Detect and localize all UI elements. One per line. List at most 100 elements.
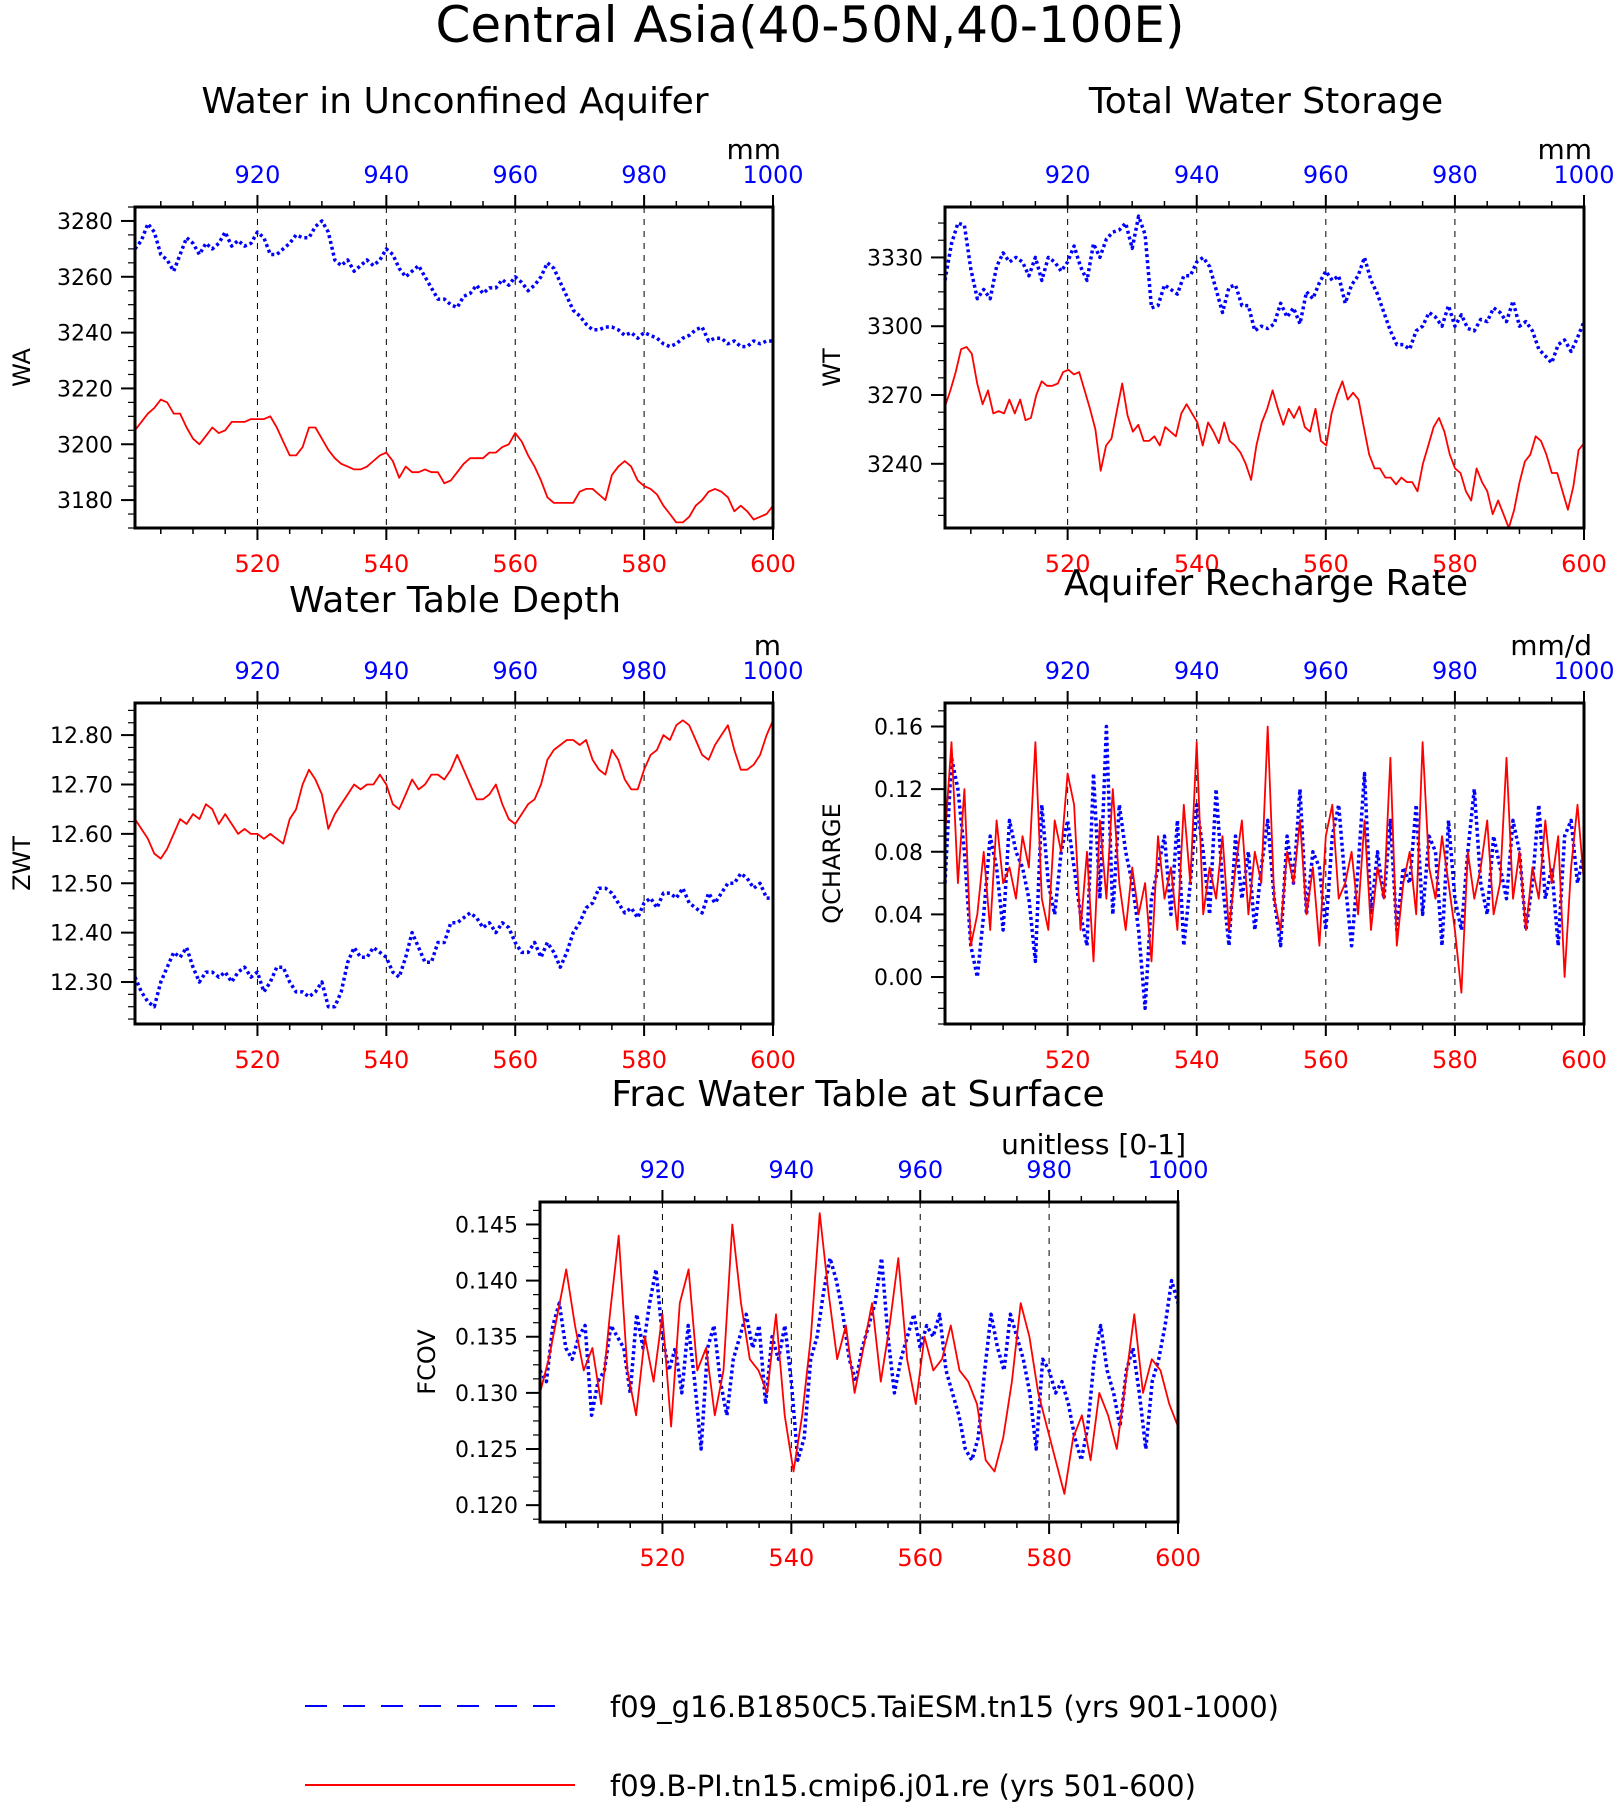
x-bottom-tick-label: 580 bbox=[621, 1046, 667, 1074]
x-top-tick-label: 1000 bbox=[742, 161, 803, 189]
y-tick-label: 0.120 bbox=[455, 1494, 518, 1519]
x-top-tick-label: 940 bbox=[1174, 161, 1220, 189]
legend-label-red: f09.B-PI.tn15.cmip6.j01.re (yrs 501-600) bbox=[610, 1769, 1196, 1803]
x-top-tick-label: 940 bbox=[363, 161, 409, 189]
x-bottom-tick-label: 540 bbox=[768, 1544, 814, 1572]
x-top-tick-label: 960 bbox=[492, 657, 538, 685]
x-bottom-tick-label: 560 bbox=[492, 1046, 538, 1074]
x-top-tick-label: 940 bbox=[768, 1156, 814, 1184]
x-top-tick-label: 960 bbox=[492, 161, 538, 189]
x-bottom-tick-label: 600 bbox=[1561, 1046, 1607, 1074]
y-tick-label: 3280 bbox=[57, 210, 113, 235]
x-top-tick-label: 980 bbox=[1432, 161, 1478, 189]
y-tick-label: 12.30 bbox=[50, 971, 113, 996]
legend: f09_g16.B1850C5.TaiESM.tn15 (yrs 901-100… bbox=[305, 1690, 1279, 1803]
y-tick-label: 12.60 bbox=[50, 823, 113, 848]
x-top-tick-label: 920 bbox=[1045, 657, 1091, 685]
series-red-line bbox=[134, 398, 774, 524]
x-bottom-tick-label: 600 bbox=[750, 550, 796, 578]
x-top-tick-label: 1000 bbox=[1553, 161, 1614, 189]
x-top-tick-label: 940 bbox=[363, 657, 409, 685]
y-axis-label: ZWT bbox=[8, 836, 36, 891]
x-bottom-tick-label: 580 bbox=[621, 550, 667, 578]
legend-label-blue: f09_g16.B1850C5.TaiESM.tn15 (yrs 901-100… bbox=[610, 1690, 1279, 1724]
y-tick-label: 0.135 bbox=[455, 1326, 518, 1351]
x-bottom-tick-label: 560 bbox=[897, 1544, 943, 1572]
x-bottom-tick-label: 540 bbox=[363, 550, 409, 578]
x-bottom-tick-label: 520 bbox=[235, 1046, 281, 1074]
x-top-tick-label: 980 bbox=[621, 657, 667, 685]
panel-title: Water Table Depth bbox=[289, 580, 621, 621]
x-bottom-tick-label: 540 bbox=[1174, 1046, 1220, 1074]
y-tick-label: 0.04 bbox=[874, 903, 923, 928]
y-tick-label: 12.40 bbox=[50, 922, 113, 947]
figure-title: Central Asia(40-50N,40-100E) bbox=[435, 0, 1184, 54]
plot-frame bbox=[133, 205, 775, 530]
x-top-tick-label: 920 bbox=[235, 657, 281, 685]
x-top-tick-label: 920 bbox=[235, 161, 281, 189]
plot-frame bbox=[943, 205, 1586, 530]
panel-units: unitless [0-1] bbox=[1001, 1128, 1186, 1161]
y-tick-label: 0.130 bbox=[455, 1382, 518, 1407]
y-tick-label: 3300 bbox=[867, 315, 923, 340]
y-tick-label: 0.125 bbox=[455, 1438, 518, 1463]
panel-title: Total Water Storage bbox=[1088, 81, 1443, 122]
x-top-tick-label: 1000 bbox=[1553, 657, 1614, 685]
x-top-tick-label: 980 bbox=[1026, 1156, 1072, 1184]
x-top-tick-label: 960 bbox=[897, 1156, 943, 1184]
x-top-tick-label: 960 bbox=[1303, 161, 1349, 189]
y-tick-label: 0.08 bbox=[874, 841, 923, 866]
series-blue-line bbox=[133, 219, 773, 349]
panel-units: mm bbox=[1537, 133, 1592, 166]
x-bottom-tick-label: 520 bbox=[1045, 550, 1091, 578]
y-axis-label: WA bbox=[8, 348, 36, 387]
x-bottom-tick-label: 560 bbox=[492, 550, 538, 578]
panels-container: Water in Unconfined Aquifer mm WA 520 540 560… bbox=[8, 81, 1615, 1572]
series-red-line bbox=[539, 1212, 1179, 1495]
y-tick-label: 0.00 bbox=[874, 966, 923, 991]
panel-units: mm bbox=[726, 133, 781, 166]
panel-units: mm/d bbox=[1510, 629, 1592, 662]
y-tick-label: 3260 bbox=[57, 266, 113, 291]
x-top-tick-label: 1000 bbox=[742, 657, 803, 685]
plot-frame bbox=[943, 701, 1586, 1026]
chart-panel-2: Total Water Storage mm WT 520 540 560 580 600 92… bbox=[818, 81, 1615, 578]
x-bottom-tick-label: 580 bbox=[1432, 550, 1478, 578]
x-bottom-tick-label: 600 bbox=[750, 1046, 796, 1074]
y-tick-label: 12.80 bbox=[50, 724, 113, 749]
x-bottom-tick-label: 560 bbox=[1303, 550, 1349, 578]
y-axis-label: WT bbox=[818, 348, 846, 387]
series-blue-line bbox=[943, 214, 1586, 365]
x-bottom-tick-label: 520 bbox=[235, 550, 281, 578]
y-tick-label: 0.12 bbox=[874, 778, 923, 803]
y-tick-label: 3200 bbox=[57, 433, 113, 458]
panel-title: Aquifer Recharge Rate bbox=[1064, 563, 1468, 604]
series-blue-line bbox=[538, 1256, 1180, 1462]
chart-panel-3: Water Table Depth m ZWT 520 540 560 580 600 920 9… bbox=[8, 580, 804, 1074]
x-top-tick-label: 940 bbox=[1174, 657, 1220, 685]
chart-panel-5: Frac Water Table at Surface unitless [0-1… bbox=[413, 1074, 1209, 1572]
y-tick-label: 12.50 bbox=[50, 872, 113, 897]
x-bottom-tick-label: 600 bbox=[1561, 550, 1607, 578]
x-bottom-tick-label: 580 bbox=[1026, 1544, 1072, 1572]
y-tick-label: 3180 bbox=[57, 489, 113, 514]
x-bottom-tick-label: 560 bbox=[1303, 1046, 1349, 1074]
x-top-tick-label: 980 bbox=[621, 161, 667, 189]
x-bottom-tick-label: 540 bbox=[363, 1046, 409, 1074]
y-tick-label: 0.140 bbox=[455, 1270, 518, 1295]
y-tick-label: 3270 bbox=[867, 384, 923, 409]
y-tick-label: 3220 bbox=[57, 377, 113, 402]
chart-panel-1: Water in Unconfined Aquifer mm WA 520 540 560… bbox=[8, 81, 804, 578]
plot-frame bbox=[538, 1200, 1180, 1524]
series-red-line bbox=[944, 345, 1585, 529]
x-bottom-tick-label: 540 bbox=[1174, 550, 1220, 578]
x-top-tick-label: 980 bbox=[1432, 657, 1478, 685]
x-bottom-tick-label: 600 bbox=[1155, 1544, 1201, 1572]
panel-units: m bbox=[754, 629, 781, 662]
chart-panel-4: Aquifer Recharge Rate mm/d QCHARGE 520 540 56… bbox=[818, 563, 1615, 1074]
y-tick-label: 3240 bbox=[867, 453, 923, 478]
plot-frame bbox=[133, 701, 775, 1026]
x-top-tick-label: 920 bbox=[1045, 161, 1091, 189]
y-axis-label: FCOV bbox=[413, 1329, 441, 1395]
